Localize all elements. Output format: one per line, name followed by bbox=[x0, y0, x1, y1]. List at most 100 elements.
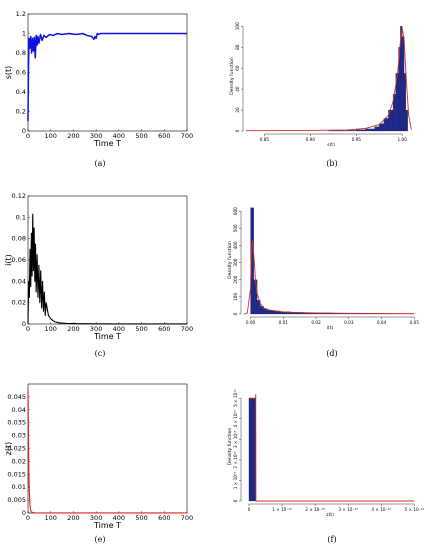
y-tick-label: 0.005 bbox=[7, 496, 26, 504]
series-line-st bbox=[27, 32, 187, 122]
y-tick-label: 0 bbox=[22, 509, 26, 517]
y-axis-label: i(t) bbox=[4, 254, 13, 266]
density-curve bbox=[248, 394, 415, 502]
y-tick-label: 0 bbox=[235, 129, 240, 132]
y-tick-label: 0 bbox=[233, 499, 238, 502]
x-tick-label: 700 bbox=[181, 325, 193, 333]
x-tick-label: 0.05 bbox=[410, 320, 420, 325]
y-tick-label: 0 bbox=[22, 320, 26, 328]
x-tick-label: 100 bbox=[45, 325, 57, 333]
panel-caption: (d) bbox=[326, 349, 337, 358]
y-tick-label: 60 bbox=[235, 65, 240, 71]
density-curve bbox=[245, 28, 412, 132]
x-tick-label: 100 bbox=[45, 514, 57, 522]
x-tick-label: 0.95 bbox=[352, 137, 362, 142]
y-tick-label: 3 × 10¹⁵ bbox=[233, 430, 238, 448]
x-tick-label: 0.85 bbox=[260, 137, 270, 142]
y-tick-label: 1.2 bbox=[16, 10, 26, 18]
y-tick-label: 0.4 bbox=[16, 88, 26, 96]
panel-caption: (e) bbox=[95, 535, 106, 544]
plot-frame bbox=[27, 195, 188, 325]
y-tick-label: 80 bbox=[235, 44, 240, 50]
histogram-bar bbox=[374, 126, 380, 132]
x-tick-label: 200 bbox=[67, 132, 79, 140]
y-tick-label: 0.02 bbox=[12, 457, 26, 465]
y-tick-label: 0.01 bbox=[12, 483, 26, 491]
y-tick-label: 1 bbox=[22, 30, 26, 38]
x-tick-label: 0.01 bbox=[279, 320, 289, 325]
x-tick-label: 2 × 10⁻¹⁶ bbox=[305, 507, 325, 512]
y-tick-label: 0.6 bbox=[16, 69, 26, 77]
panel-f-chart: 0 1 × 10⁻¹⁶ 2 × 10⁻¹⁶ 3 × 10⁻¹⁶ 4 × 10⁻¹⁶ 5 ×… bbox=[227, 389, 424, 544]
y-tick-label: 300 bbox=[233, 258, 238, 266]
panel-b-chart: 0.85 0.90 0.95 1.00 0 20 40 60 80 100 s(t) Density … bbox=[229, 22, 412, 168]
x-tick-label: 300 bbox=[90, 325, 102, 333]
plot-frame bbox=[27, 13, 188, 132]
y-tick-label: 2 × 10¹⁵ bbox=[233, 451, 238, 469]
panel-e-chart: 0 100 200 300 400 500 600 700 0 0.005 0.01 0.015 0.0… bbox=[4, 383, 193, 544]
x-tick-label: 200 bbox=[67, 325, 79, 333]
x-tick-label: 400 bbox=[113, 132, 125, 140]
histogram-bar bbox=[356, 129, 366, 132]
y-tick-label: 600 bbox=[233, 207, 238, 215]
x-tick-label: 600 bbox=[158, 325, 170, 333]
y-tick-label: 0.1 bbox=[16, 213, 26, 221]
x-axis-label: Time T bbox=[93, 139, 121, 148]
x-tick-label: 3 × 10⁻¹⁶ bbox=[338, 507, 358, 512]
series-line-zt bbox=[27, 389, 187, 514]
y-tick-label: 500 bbox=[233, 224, 238, 232]
x-axis-label: z(t) bbox=[326, 512, 334, 518]
x-tick-label: 0 bbox=[26, 325, 30, 333]
y-tick-label: 0.04 bbox=[12, 406, 26, 414]
x-tick-label: 1 × 10⁻¹⁶ bbox=[272, 507, 292, 512]
x-tick-label: 4 × 10⁻¹⁶ bbox=[371, 507, 391, 512]
x-tick-label: 1.00 bbox=[398, 137, 408, 142]
panel-c-chart: 0 100 200 300 400 500 600 700 0 0.02 0.04 0.06 0.08 0… bbox=[4, 192, 193, 358]
panel-caption: (f) bbox=[327, 535, 336, 544]
x-tick-label: 0 bbox=[248, 507, 251, 512]
histogram-bar bbox=[379, 123, 384, 132]
x-tick-label: 0 bbox=[26, 514, 30, 522]
y-tick-label: 0.8 bbox=[16, 49, 26, 57]
y-tick-label: 0.02 bbox=[12, 299, 26, 307]
x-tick-label: 300 bbox=[90, 132, 102, 140]
histogram-bar bbox=[263, 308, 268, 315]
histogram-bar bbox=[346, 130, 357, 132]
x-tick-label: 400 bbox=[113, 325, 125, 333]
y-axis-label: z(t) bbox=[4, 442, 13, 456]
panel-caption: (a) bbox=[94, 159, 105, 168]
x-tick-label: 5 × 10⁻¹⁶ bbox=[404, 507, 424, 512]
histogram-bar bbox=[248, 398, 256, 502]
panel-d-chart: 0.00 0.01 0.02 0.03 0.04 0.05 0 100 200 300 400 500… bbox=[227, 207, 419, 358]
x-tick-label: 400 bbox=[113, 514, 125, 522]
x-tick-label: 0 bbox=[26, 132, 30, 140]
y-axis-label: Density function bbox=[227, 428, 233, 466]
y-tick-label: 0.2 bbox=[16, 108, 26, 116]
y-tick-label: 0.04 bbox=[12, 277, 26, 285]
y-tick-label: 0.06 bbox=[12, 256, 26, 264]
x-tick-label: 700 bbox=[181, 132, 193, 140]
x-axis-label: i(t) bbox=[327, 325, 334, 331]
y-tick-label: 4 × 10¹⁵ bbox=[233, 410, 238, 428]
histogram-bar bbox=[402, 36, 405, 132]
y-tick-label: 200 bbox=[233, 275, 238, 283]
series-line-it bbox=[27, 213, 187, 325]
histogram-bar bbox=[365, 128, 375, 132]
y-tick-label: 0.025 bbox=[7, 445, 26, 453]
x-tick-label: 100 bbox=[45, 132, 57, 140]
y-tick-label: 40 bbox=[235, 86, 240, 92]
x-tick-label: 600 bbox=[158, 132, 170, 140]
x-tick-label: 0.03 bbox=[344, 320, 354, 325]
x-tick-label: 500 bbox=[135, 325, 147, 333]
y-tick-label: 0.08 bbox=[12, 235, 26, 243]
y-tick-label: 400 bbox=[233, 241, 238, 249]
y-axis-label: Density function bbox=[229, 57, 235, 95]
y-axis-label: s(t) bbox=[4, 66, 13, 80]
y-tick-label: 1 × 10¹⁵ bbox=[233, 471, 238, 489]
panel-a-chart: 0 100 200 300 400 500 600 700 0 0.2 0.4 0.6 0.8 1 1.2 T… bbox=[4, 10, 193, 168]
x-tick-label: 0.04 bbox=[377, 320, 387, 325]
y-tick-label: 100 bbox=[235, 22, 240, 30]
y-tick-label: 0.045 bbox=[7, 393, 26, 401]
x-tick-label: 0.02 bbox=[311, 320, 321, 325]
